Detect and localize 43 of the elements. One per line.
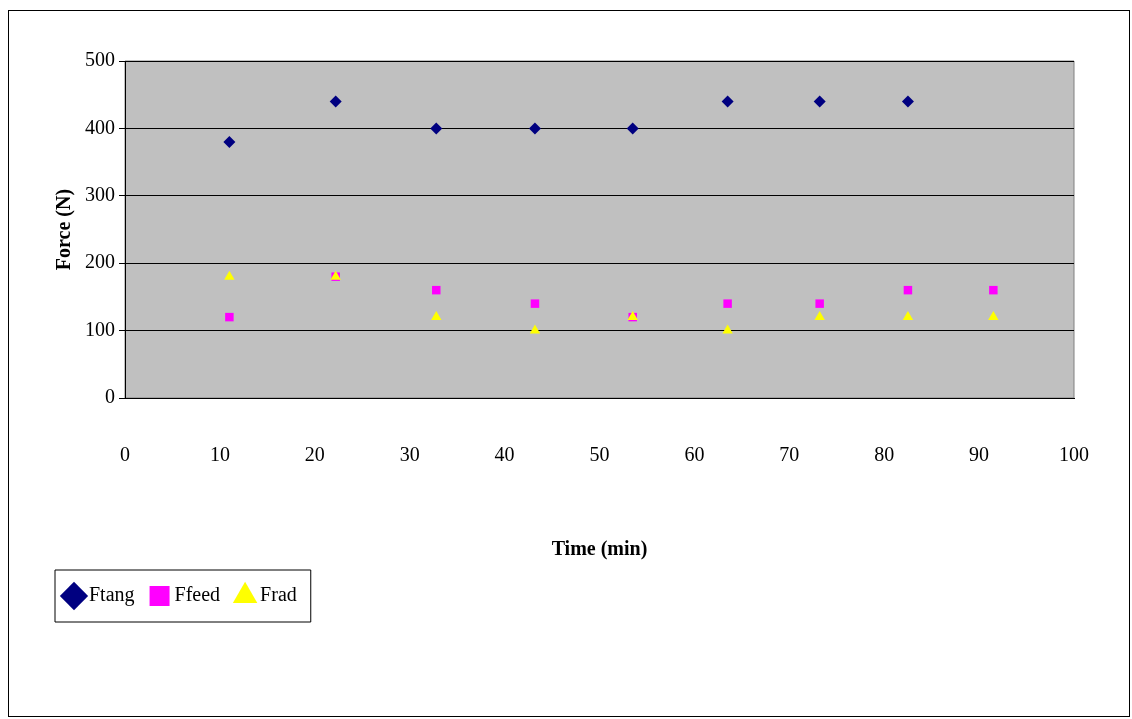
- y-tick-label: 100: [85, 317, 115, 340]
- point: [902, 311, 914, 321]
- point: [723, 299, 732, 308]
- legend-label: Ffeed: [174, 583, 221, 606]
- point: [988, 311, 999, 321]
- y-tick-label: 400: [85, 115, 115, 138]
- point: [431, 311, 442, 321]
- x-tick-label: 100: [1059, 443, 1089, 466]
- point: [432, 285, 441, 295]
- legend-label: Frad: [260, 583, 297, 606]
- point: [224, 270, 235, 280]
- point: [530, 299, 540, 308]
- x-tick-label: 10: [209, 443, 230, 466]
- x-tick-label: 30: [399, 443, 420, 466]
- point: [815, 299, 824, 308]
- point: [814, 311, 825, 321]
- x-tick-label: 20: [304, 443, 325, 466]
- point: [813, 95, 826, 108]
- x-tick-label: 60: [684, 443, 705, 466]
- y-tick-label: 0: [105, 385, 115, 408]
- point: [989, 285, 998, 295]
- y-tick-label: 300: [85, 183, 115, 206]
- point: [528, 122, 541, 135]
- point: [626, 122, 639, 135]
- y-tick-label: 200: [85, 250, 115, 273]
- point: [430, 122, 443, 135]
- legend-label: Ftang: [89, 583, 135, 607]
- point: [901, 95, 914, 108]
- x-tick-label: 80: [874, 443, 895, 466]
- point: [223, 135, 236, 148]
- point: [529, 324, 541, 334]
- y-tick-label: 500: [85, 48, 115, 71]
- x-tick-label: 70: [779, 443, 800, 466]
- point: [329, 95, 342, 108]
- point: [225, 312, 234, 322]
- x-tick-label: 90: [969, 443, 990, 466]
- y-axis-title: Force (N): [52, 188, 76, 271]
- x-tick-label: 50: [589, 443, 610, 466]
- x-tick-label: 40: [494, 443, 515, 466]
- x-tick-label: 0: [120, 443, 130, 466]
- point: [722, 324, 733, 334]
- x-axis-title: Time (min): [551, 537, 648, 561]
- point: [721, 95, 734, 108]
